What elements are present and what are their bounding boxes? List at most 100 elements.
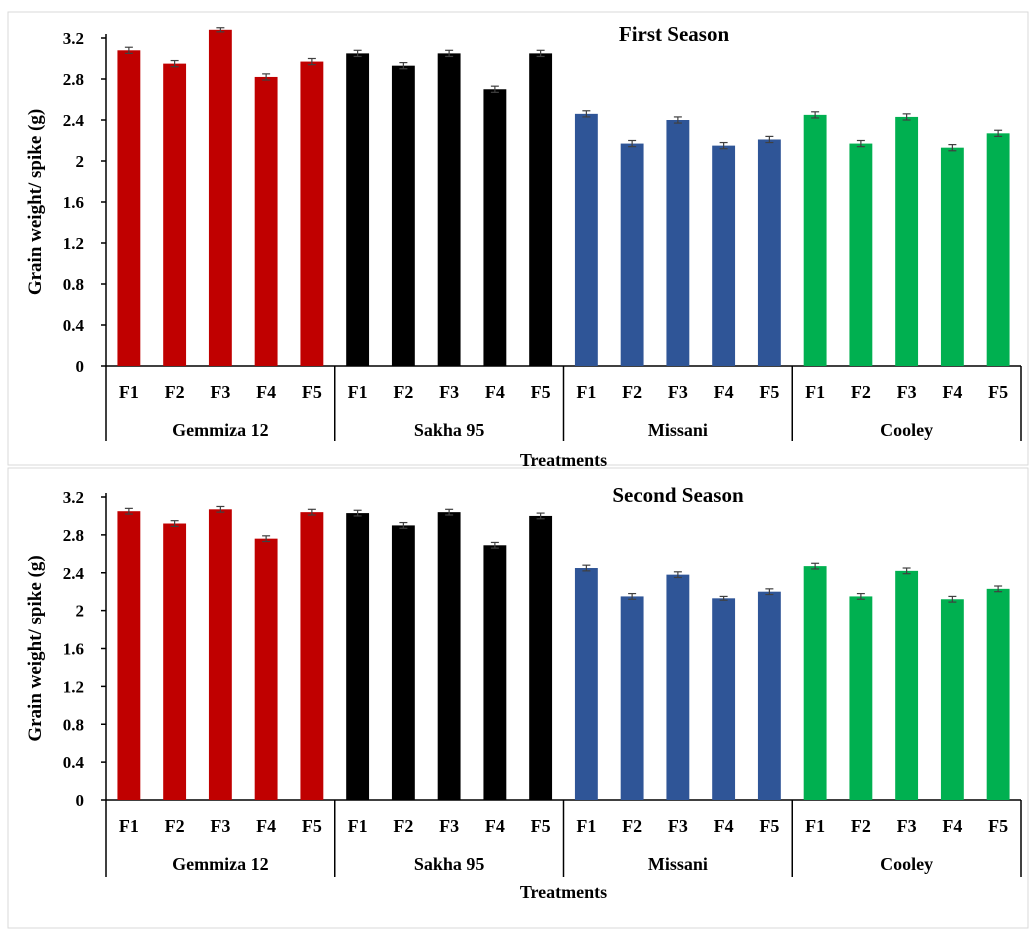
panel2-bar-f3-group-4 bbox=[895, 570, 919, 800]
panel2-bar-f4-group-2 bbox=[483, 545, 507, 800]
panel2-y-tick-label: 0.4 bbox=[63, 753, 85, 772]
panel2-bar-f4-group-4 bbox=[940, 599, 964, 800]
panel1-bar-f3-group-4 bbox=[895, 116, 919, 366]
panel2-x-tick-label: F2 bbox=[393, 816, 413, 836]
panel1-y-tick-label: 1.2 bbox=[63, 234, 84, 253]
panel2-x-tick-label: F1 bbox=[576, 816, 596, 836]
panel1-bar-f1-group-3 bbox=[574, 113, 598, 366]
panel1-y-tick-label: 3.2 bbox=[63, 29, 84, 48]
panel2-y-tick-label: 3.2 bbox=[63, 488, 84, 507]
panel1-bar-f3-group-2 bbox=[437, 53, 461, 366]
panel2-group-label: Sakha 95 bbox=[414, 854, 485, 874]
panel2-group-label: Missani bbox=[648, 854, 708, 874]
panel1-x-tick-label: F5 bbox=[759, 382, 779, 402]
panel1-x-tick-label: F2 bbox=[622, 382, 642, 402]
panel2-bar-f4-group-1 bbox=[254, 538, 278, 800]
panel2-frame bbox=[7, 467, 1029, 929]
panel1-group-label: Cooley bbox=[880, 420, 933, 440]
panel1-x-tick-label: F1 bbox=[348, 382, 368, 402]
panel1-bar-f4-group-3 bbox=[712, 145, 736, 366]
panel2-bar-f2-group-2 bbox=[391, 525, 415, 800]
panel1-y-tick-label: 0.8 bbox=[63, 275, 84, 294]
panel1-bar-f5-group-2 bbox=[529, 53, 553, 366]
panel2-bar-f1-group-3 bbox=[574, 568, 598, 800]
panel2-group-label: Cooley bbox=[880, 854, 933, 874]
panel2-y-tick-label: 2.4 bbox=[63, 564, 85, 583]
panel1-x-tick-label: F5 bbox=[531, 382, 551, 402]
panel2-x-tick-label: F2 bbox=[851, 816, 871, 836]
panel2-bar-f1-group-4 bbox=[803, 566, 827, 800]
panel2-y-tick-label: 2.8 bbox=[63, 526, 84, 545]
panel1-x-axis-label: Treatments bbox=[520, 450, 607, 470]
panel2-bar-f2-group-4 bbox=[849, 596, 873, 800]
panel1-x-tick-label: F4 bbox=[942, 382, 962, 402]
panel1-x-tick-label: F2 bbox=[851, 382, 871, 402]
panel1-y-axis-label: Grain weight/ spike (g) bbox=[25, 109, 46, 295]
panel1-bar-f5-group-3 bbox=[757, 139, 781, 366]
panel2-x-tick-label: F1 bbox=[119, 816, 139, 836]
panel1-bar-f2-group-1 bbox=[163, 63, 187, 366]
panel1-y-tick-label: 2.4 bbox=[63, 111, 85, 130]
panel2-bar-f5-group-3 bbox=[757, 591, 781, 800]
panel2-y-tick-label: 2 bbox=[76, 602, 85, 621]
panel2-group-label: Gemmiza 12 bbox=[172, 854, 268, 874]
panel2-bar-f1-group-1 bbox=[117, 511, 141, 800]
panel1-x-tick-label: F2 bbox=[393, 382, 413, 402]
panel1-x-tick-label: F3 bbox=[668, 382, 688, 402]
panel2-x-tick-label: F2 bbox=[622, 816, 642, 836]
panel1-group-label: Sakha 95 bbox=[414, 420, 485, 440]
panel1-y-tick-label: 2 bbox=[76, 152, 85, 171]
panel2-y-tick-label: 1.6 bbox=[63, 640, 84, 659]
panel2-x-axis-label: Treatments bbox=[520, 882, 607, 902]
panel1-x-tick-label: F4 bbox=[714, 382, 734, 402]
panel1-x-tick-label: F3 bbox=[897, 382, 917, 402]
panel1-frame bbox=[7, 11, 1029, 466]
panel2-x-tick-label: F5 bbox=[988, 816, 1008, 836]
panel2-x-tick-label: F5 bbox=[759, 816, 779, 836]
panel1-bar-f1-group-1 bbox=[117, 50, 141, 367]
panel1-x-tick-label: F2 bbox=[165, 382, 185, 402]
panel2-x-tick-label: F4 bbox=[714, 816, 734, 836]
panel1-bar-f1-group-2 bbox=[346, 53, 370, 366]
panel1-bar-f2-group-3 bbox=[620, 143, 644, 366]
panel2-x-tick-label: F4 bbox=[256, 816, 276, 836]
panel2-x-tick-label: F3 bbox=[439, 816, 459, 836]
panel1-chart-title: First Season bbox=[619, 22, 730, 46]
panel1-group-label: Missani bbox=[648, 420, 708, 440]
panel2-y-tick-label: 1.2 bbox=[63, 677, 84, 696]
panel2-y-axis-label: Grain weight/ spike (g) bbox=[25, 555, 46, 741]
panel2-chart-title: Second Season bbox=[612, 483, 744, 507]
panel2-x-tick-label: F1 bbox=[805, 816, 825, 836]
panel2-x-tick-label: F5 bbox=[302, 816, 322, 836]
panel1-bar-f2-group-2 bbox=[391, 65, 415, 367]
panel1-y-tick-label: 1.6 bbox=[63, 193, 84, 212]
panel1-bar-f1-group-4 bbox=[803, 114, 827, 366]
panel2-bar-f5-group-2 bbox=[529, 515, 553, 800]
panel2-bar-f1-group-2 bbox=[346, 513, 370, 800]
panel1-group-label: Gemmiza 12 bbox=[172, 420, 268, 440]
panel1-x-tick-label: F1 bbox=[805, 382, 825, 402]
panel2-x-tick-label: F1 bbox=[348, 816, 368, 836]
panel1-bar-f5-group-1 bbox=[300, 61, 324, 366]
panel2-x-tick-label: F3 bbox=[210, 816, 230, 836]
panel2-x-tick-label: F2 bbox=[165, 816, 185, 836]
panel2-bar-f3-group-1 bbox=[208, 509, 232, 800]
panel2-bar-f2-group-1 bbox=[163, 523, 187, 800]
panel2-bar-f4-group-3 bbox=[712, 598, 736, 800]
panel1-x-tick-label: F1 bbox=[576, 382, 596, 402]
panel2-bar-f5-group-4 bbox=[986, 588, 1010, 800]
panel1-x-tick-label: F5 bbox=[302, 382, 322, 402]
panel2-bar-f5-group-1 bbox=[300, 512, 324, 800]
panel2-bar-f3-group-3 bbox=[666, 574, 690, 800]
panel1-bar-f4-group-1 bbox=[254, 76, 278, 366]
panel2-x-tick-label: F3 bbox=[897, 816, 917, 836]
panel1-x-tick-label: F5 bbox=[988, 382, 1008, 402]
panel2-y-tick-label: 0 bbox=[76, 791, 85, 810]
panel2-x-tick-label: F5 bbox=[531, 816, 551, 836]
panel1-bar-f3-group-1 bbox=[208, 29, 232, 367]
panel1-bar-f4-group-2 bbox=[483, 89, 507, 366]
panel1-x-tick-label: F3 bbox=[439, 382, 459, 402]
panel2-x-tick-label: F4 bbox=[485, 816, 505, 836]
